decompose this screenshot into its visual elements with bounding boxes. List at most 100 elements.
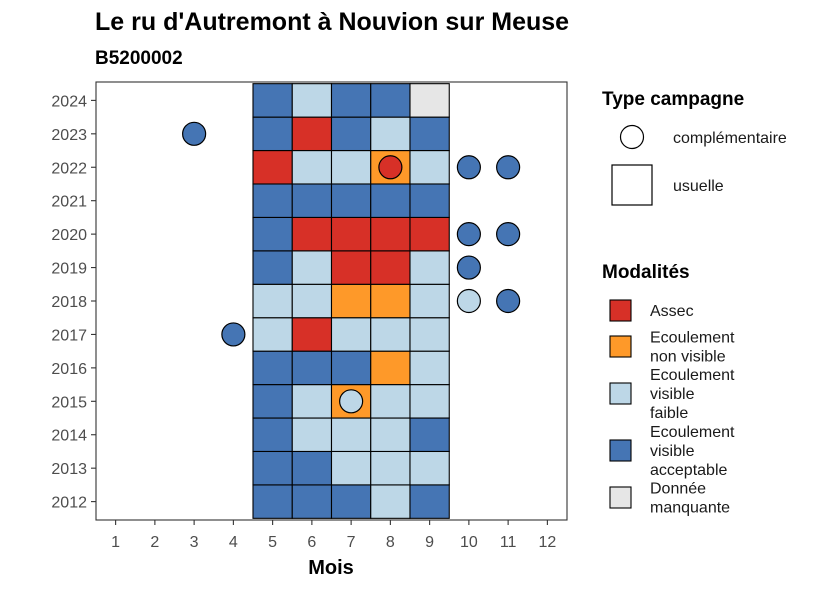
point-2022-8: [378, 155, 403, 180]
tile-2012-9: [409, 484, 450, 519]
tile-2014-6: [291, 417, 333, 453]
tile-2013-9: [409, 450, 450, 486]
legend-modalite-label: visible: [650, 386, 695, 403]
tile-2022-7: [330, 149, 372, 185]
legend-key-V: [609, 439, 632, 462]
tile-2023-7: [330, 116, 372, 152]
tile-2021-7: [330, 183, 372, 218]
tile-2021-5: [252, 183, 293, 218]
tile-2021-8: [370, 183, 411, 218]
point-2018-10: [456, 288, 481, 314]
tile-2024-6: [291, 83, 333, 118]
tile-2016-7: [330, 350, 372, 386]
y-tick-label: 2024: [51, 93, 87, 110]
tile-2021-9: [409, 183, 450, 218]
tile-2017-9: [409, 317, 450, 352]
legend-modalite-label: visible: [650, 443, 695, 460]
tile-2017-7: [330, 317, 372, 352]
legend-modalite-label: Ecoulement: [650, 424, 735, 441]
point-2022-11: [496, 155, 521, 180]
tile-2020-9: [409, 216, 450, 252]
legend-key-M: [609, 486, 632, 509]
tile-2019-9: [409, 250, 450, 285]
legend-modalites: Modalités Assec Ecoulement non visible Ecou…: [602, 262, 735, 517]
y-tick-label: 2018: [51, 294, 87, 311]
chart-title: Le ru d'Autremont à Nouvion sur Meuse: [95, 8, 569, 36]
tile-2013-8: [370, 450, 411, 486]
legend-key-circle: [619, 124, 645, 150]
legend-modalite-label: acceptable: [650, 462, 727, 479]
tile-2019-6: [291, 250, 333, 285]
tile-2012-8: [370, 484, 411, 519]
legend-modalite-label: Donnée: [650, 481, 706, 498]
y-axis: 2012 2013 2014 2015 2016 2017 2018 2019 2020 2021…: [51, 93, 96, 512]
x-tick-label: 9: [425, 534, 434, 551]
point-2023-3: [182, 121, 207, 146]
tile-2020-7: [330, 216, 372, 252]
tile-2018-8: [370, 283, 411, 319]
tile-2018-9: [409, 283, 450, 319]
tile-2012-7: [330, 484, 372, 519]
y-tick-label: 2013: [51, 461, 87, 478]
tile-2015-6: [291, 384, 333, 419]
y-tick-label: 2015: [51, 394, 87, 411]
legend-key-F: [609, 382, 632, 405]
tile-2016-5: [252, 350, 293, 386]
tile-2016-6: [291, 350, 333, 386]
x-tick-label: 11: [500, 534, 517, 551]
legend-modalite-label: faible: [650, 405, 688, 422]
tile-2012-6: [291, 484, 333, 519]
tile-2022-6: [291, 149, 333, 185]
x-tick-label: 7: [347, 534, 356, 551]
tile-2014-7: [330, 417, 372, 453]
x-axis-title: Mois: [308, 557, 354, 579]
tile-2014-9: [409, 417, 450, 453]
legend-modalite-label: Ecoulement: [650, 330, 735, 347]
legend-key-O: [609, 335, 632, 358]
legend-key-square: [611, 164, 653, 206]
tile-2023-6: [291, 116, 333, 152]
x-tick-label: 5: [268, 534, 277, 551]
legend-key-A: [609, 299, 632, 322]
chart-subtitle: B5200002: [95, 48, 183, 69]
x-tick-label: 12: [538, 534, 556, 551]
legend-modalite-label: non visible: [650, 349, 726, 366]
tile-2015-8: [370, 384, 411, 419]
point-2019-10: [456, 255, 481, 280]
y-tick-label: 2021: [51, 194, 87, 211]
tile-2017-8: [370, 317, 411, 352]
point-2020-11: [496, 222, 521, 247]
y-tick-label: 2022: [51, 160, 87, 177]
tile-2024-8: [370, 83, 411, 118]
x-tick-label: 8: [386, 534, 395, 551]
y-tick-label: 2012: [51, 495, 87, 512]
point-2018-11: [496, 288, 521, 314]
x-tick-label: 3: [190, 534, 199, 551]
point-2022-10: [456, 155, 481, 180]
tile-2016-9: [409, 350, 450, 386]
point-2020-10: [456, 222, 481, 247]
tile-2016-8: [370, 350, 411, 386]
tile-2019-8: [370, 250, 411, 285]
tile-2023-9: [409, 116, 450, 152]
tile-2023-8: [370, 116, 411, 152]
tile-2022-5: [252, 149, 293, 185]
tile-2013-6: [291, 450, 333, 486]
point-2015-7: [339, 389, 364, 414]
legend-modalite-label: manquante: [650, 500, 730, 517]
legend-modalite-label: Assec: [650, 303, 694, 320]
tile-2015-9: [409, 384, 450, 419]
tile-2017-5: [252, 317, 293, 352]
x-tick-label: 6: [307, 534, 316, 551]
tile-2024-9: [409, 83, 450, 118]
tile-2013-7: [330, 450, 372, 486]
legend-type-title: Type campagne: [602, 89, 744, 110]
y-tick-label: 2014: [51, 428, 87, 445]
y-tick-label: 2017: [51, 327, 87, 344]
tile-2022-9: [409, 149, 450, 185]
tile-2021-6: [291, 183, 333, 218]
legend-modalites-title: Modalités: [602, 262, 690, 283]
legend-type-label: usuelle: [673, 178, 724, 195]
legend-type-campagne: Type campagne complémentaire usuelle: [602, 89, 787, 206]
